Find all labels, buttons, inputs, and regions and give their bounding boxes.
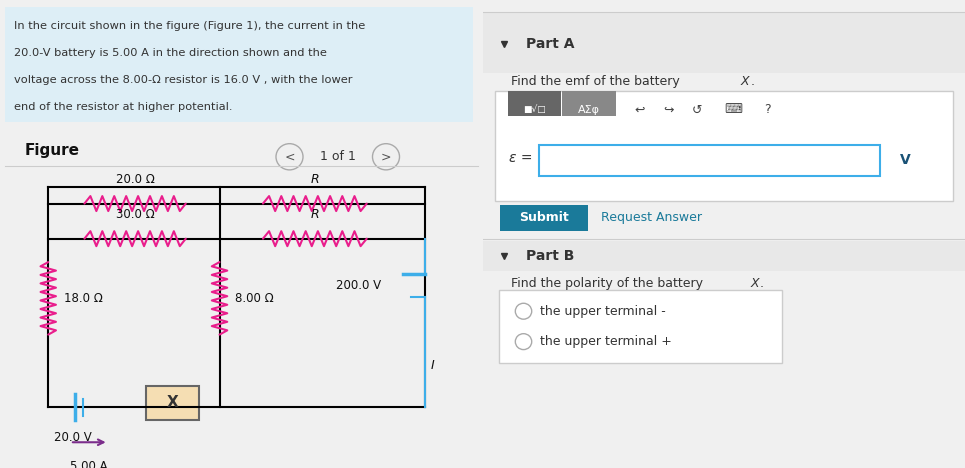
Text: Part A: Part A [526, 37, 574, 51]
Text: Find the emf of the battery: Find the emf of the battery [511, 75, 684, 88]
FancyBboxPatch shape [562, 91, 616, 116]
FancyBboxPatch shape [482, 241, 965, 271]
Text: R: R [311, 173, 319, 186]
Text: Part B: Part B [526, 249, 574, 263]
Text: 1 of 1: 1 of 1 [319, 150, 356, 163]
Text: R: R [311, 208, 319, 221]
Text: voltage across the 8.00-Ω resistor is 16.0 V , with the lower: voltage across the 8.00-Ω resistor is 16… [14, 75, 353, 85]
FancyBboxPatch shape [538, 145, 880, 176]
Text: the upper terminal +: the upper terminal + [540, 335, 673, 348]
Text: the upper terminal -: the upper terminal - [540, 305, 666, 318]
Text: X: X [167, 395, 179, 410]
Text: >: > [381, 150, 391, 163]
Text: end of the resistor at higher potential.: end of the resistor at higher potential. [14, 102, 233, 112]
Text: .: . [751, 75, 755, 88]
Text: V: V [899, 153, 911, 167]
FancyBboxPatch shape [494, 91, 952, 201]
Text: 30.0 Ω: 30.0 Ω [116, 208, 154, 221]
Text: ↩: ↩ [634, 103, 645, 117]
Text: ε =: ε = [510, 151, 533, 165]
Text: 5.00 A: 5.00 A [70, 460, 108, 468]
Text: In the circuit shown in the figure (Figure 1), the current in the: In the circuit shown in the figure (Figu… [14, 21, 366, 31]
Text: Submit: Submit [519, 211, 568, 224]
FancyBboxPatch shape [146, 386, 199, 420]
Text: .: . [760, 277, 764, 290]
FancyBboxPatch shape [482, 12, 965, 73]
Text: 20.0-V battery is 5.00 A in the direction shown and the: 20.0-V battery is 5.00 A in the directio… [14, 48, 327, 58]
Text: ↪: ↪ [663, 103, 674, 117]
FancyBboxPatch shape [508, 91, 562, 116]
Text: 20.0 Ω: 20.0 Ω [116, 173, 154, 186]
Text: ⌨: ⌨ [725, 103, 742, 117]
Text: ■√□: ■√□ [523, 105, 546, 115]
Text: Find the polarity of the battery: Find the polarity of the battery [511, 277, 707, 290]
Text: 8.00 Ω: 8.00 Ω [235, 292, 274, 305]
FancyBboxPatch shape [5, 7, 473, 122]
Text: <: < [285, 150, 294, 163]
Text: I: I [430, 358, 434, 372]
Text: ?: ? [764, 103, 770, 117]
Text: Request Answer: Request Answer [600, 211, 702, 224]
Text: 18.0 Ω: 18.0 Ω [64, 292, 102, 305]
FancyBboxPatch shape [500, 290, 782, 363]
Text: ΑΣφ: ΑΣφ [578, 105, 600, 115]
Text: 200.0 V: 200.0 V [336, 279, 381, 292]
Text: X: X [751, 277, 758, 290]
Text: X: X [741, 75, 749, 88]
Text: 20.0 V: 20.0 V [53, 431, 92, 444]
FancyBboxPatch shape [500, 205, 588, 231]
Text: Figure: Figure [24, 143, 79, 158]
Text: ↺: ↺ [692, 103, 703, 117]
